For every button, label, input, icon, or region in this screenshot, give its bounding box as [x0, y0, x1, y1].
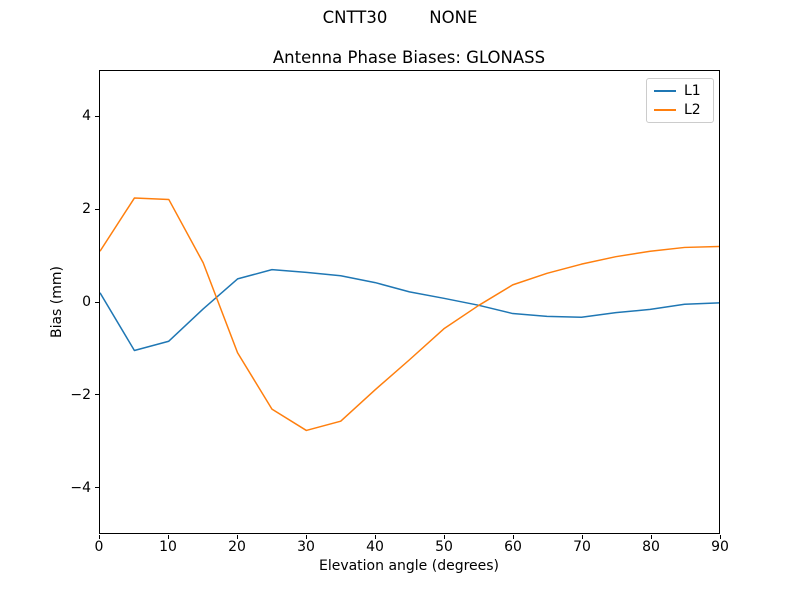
y-tick-label: 4 [82, 108, 91, 125]
chart-title: Antenna Phase Biases: GLONASS [272, 48, 546, 67]
y-tick-label: −4 [70, 479, 91, 496]
series-line-l2 [100, 197, 719, 432]
plot-canvas [100, 197, 719, 432]
x-tick-label: 60 [504, 539, 522, 555]
x-tick-label: 40 [366, 539, 384, 555]
x-tick-label: 80 [642, 539, 660, 555]
x-tick-label: 0 [94, 539, 104, 555]
suptitle: CNTT30 NONE [322, 8, 478, 27]
x-tick-label: 30 [297, 539, 315, 555]
x-tick-mark [167, 535, 169, 539]
legend-label: L2 [684, 101, 701, 118]
y-tick-label: 0 [82, 294, 91, 310]
x-tick-mark [719, 535, 721, 539]
y-tick-mark [95, 208, 99, 210]
x-tick-mark [650, 535, 652, 539]
x-tick-label: 90 [711, 539, 729, 555]
series-line-l1 [100, 268, 719, 352]
legend-line-swatch-icon [654, 90, 676, 93]
legend-entry-l1: L1 [654, 82, 706, 100]
y-tick-label: 2 [82, 201, 91, 218]
legend-entry-l2: L2 [654, 101, 706, 119]
x-tick-mark [374, 535, 376, 539]
legend: L1 L2 [646, 78, 714, 123]
x-tick-mark [581, 535, 583, 539]
x-axis-label: Elevation angle (degrees) [318, 558, 500, 574]
y-tick-mark [95, 487, 99, 489]
y-tick-mark [95, 301, 99, 303]
x-tick-mark [305, 535, 307, 539]
x-tick-label: 10 [159, 539, 177, 555]
x-tick-mark [98, 535, 100, 539]
y-tick-mark [95, 115, 99, 117]
plot-area [99, 70, 720, 534]
x-tick-mark [236, 535, 238, 539]
x-tick-label: 50 [435, 539, 453, 555]
x-tick-label: 70 [573, 539, 591, 555]
legend-label: L1 [684, 83, 701, 100]
y-tick-mark [95, 394, 99, 396]
x-tick-label: 20 [228, 539, 246, 555]
x-tick-mark [512, 535, 514, 539]
y-tick-label: −2 [70, 386, 91, 403]
y-axis-label: Bias (mm) [49, 265, 65, 339]
x-tick-mark [443, 535, 445, 539]
legend-line-swatch-icon [654, 108, 676, 111]
